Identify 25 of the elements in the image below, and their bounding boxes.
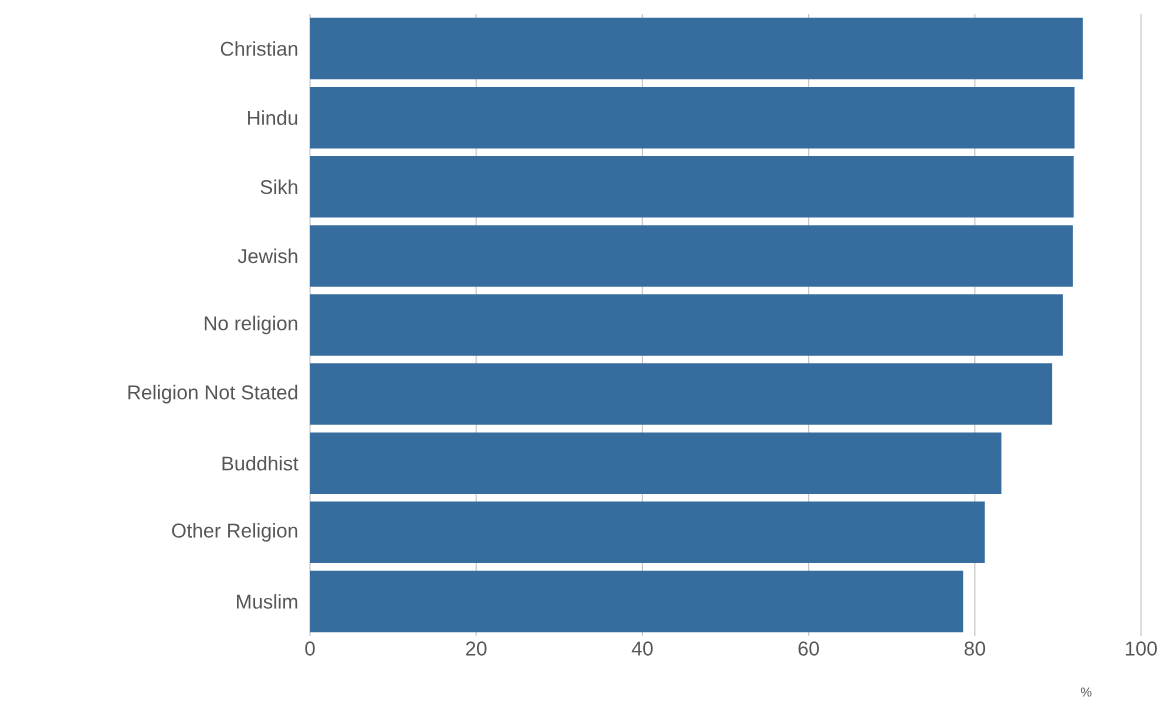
y-tick-label: Other Religion xyxy=(172,523,298,542)
x-axis-title: % xyxy=(1080,687,1092,697)
y-tick-label: No religion xyxy=(204,315,298,335)
y-tick-label: Christian xyxy=(220,41,298,56)
y-tick-label: Muslim xyxy=(237,594,298,609)
bar xyxy=(310,363,1053,425)
y-tick-label: Buddhist xyxy=(222,455,299,471)
y-tick-label: Hindu xyxy=(248,110,298,125)
x-tick-label: 60 xyxy=(798,641,819,656)
bar xyxy=(310,156,1074,218)
x-tick-label: 0 xyxy=(305,641,315,656)
bar xyxy=(310,294,1063,356)
bar xyxy=(310,86,1075,149)
x-tick-label: 100 xyxy=(1125,641,1157,656)
bar xyxy=(310,17,1083,80)
x-tick-label: 80 xyxy=(964,641,986,656)
x-tick-label: 20 xyxy=(466,641,487,656)
y-tick-label: Religion Not Stated xyxy=(128,384,298,404)
bar xyxy=(310,432,1002,494)
bar xyxy=(310,501,985,564)
bar xyxy=(310,225,1073,287)
bar xyxy=(310,570,964,633)
y-tick-label: Sikh xyxy=(260,179,298,195)
x-tick-label: 40 xyxy=(631,641,653,656)
y-tick-label: Jewish xyxy=(237,248,298,264)
